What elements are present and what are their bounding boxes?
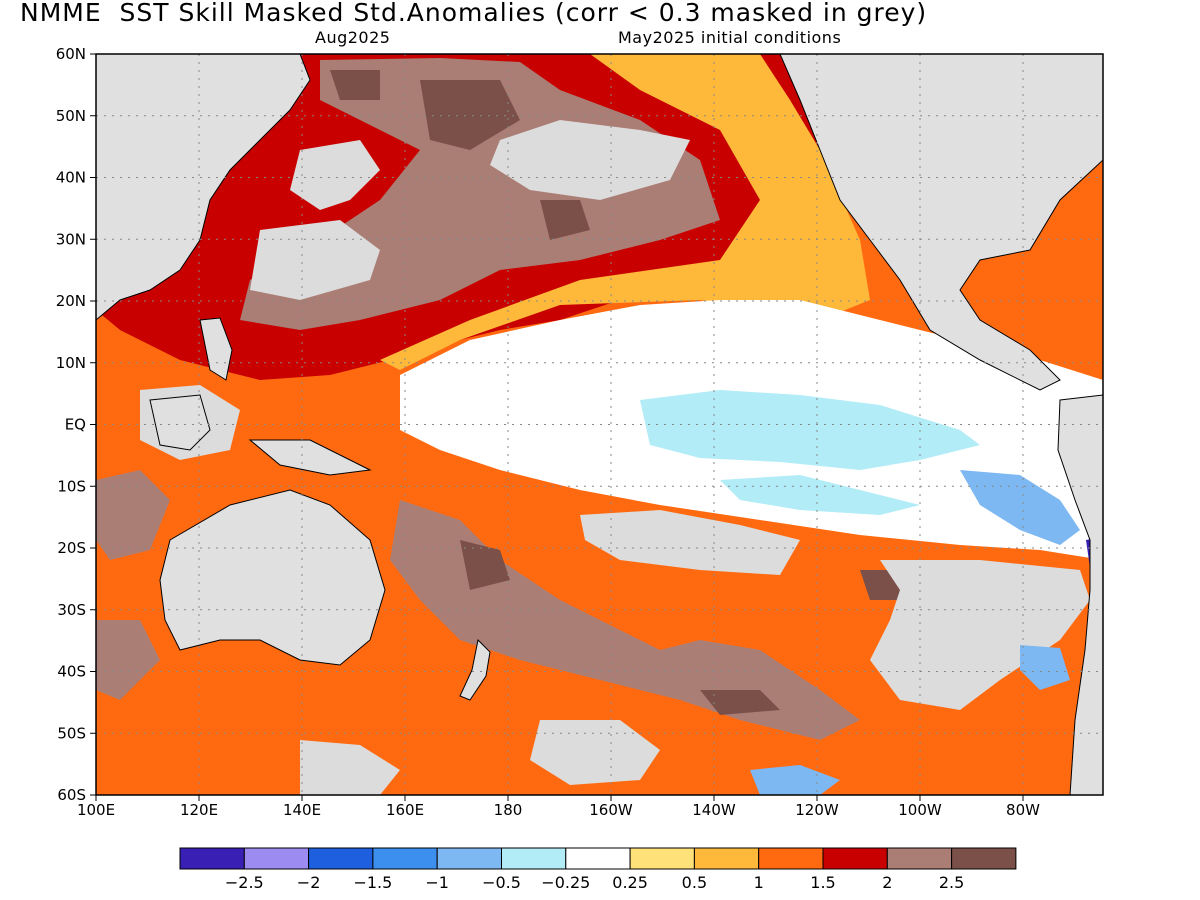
forecast-month: Aug2025 [315,28,391,47]
colorbar-swatch [179,847,245,870]
eastern-pacific-blue-region [960,470,1080,545]
lat-tick-label: 60S [57,786,86,804]
new-zealand-land [459,638,491,701]
lat-tick-label: 50S [57,724,86,742]
colorbar-swatch [886,847,953,870]
lat-tick-label: 20N [56,292,86,310]
new-guinea-land [248,439,372,476]
south-light-blue-patch [750,645,1070,795]
colorbar-label: 2.5 [939,873,964,892]
lat-tick-label: 40S [57,663,86,681]
colorbar-label: −2 [297,873,321,892]
chart-title: NMME SST Skill Masked Std.Anomalies (cor… [20,0,928,27]
lon-tick-label: 140W [692,801,736,819]
lon-tick-label: 100E [77,801,115,819]
south-america-land [1057,394,1103,795]
asia-land [96,54,311,321]
colorbar-swatch [951,847,1017,870]
lat-tick-label: 50N [56,107,86,125]
lat-tick-label: 10S [57,477,86,495]
colorbar-label: −0.25 [541,873,590,892]
colorbar-swatch [822,847,888,870]
colorbar-label: 0.5 [682,873,707,892]
north-america-land [779,54,1103,391]
lon-tick-label: 100W [898,801,942,819]
lon-tick-label: 180 [494,801,523,819]
colorbar-label: −1.5 [353,873,392,892]
latitude-axis: 60N 50N 40N 30N 20N 10N EQ 10S 20S 30S 40S 50S 60S [56,45,96,804]
north-pacific-dark-brown-region [330,70,590,240]
colorbar-label: 0.25 [612,873,648,892]
colorbar-swatch [629,847,695,870]
colorbar-swatch [308,847,374,870]
lon-tick-label: 80W [1006,801,1040,819]
colorbar: −2.5 −2 −1.5 −1 −0.5 −0.25 0.25 0.5 1 1.5 2 2.5 [179,847,1017,892]
colorbar-swatch [372,847,438,870]
lat-tick-label: 30S [57,601,86,619]
lon-tick-label: 140E [283,801,321,819]
north-warm-band [380,54,870,370]
south-mask-patch-east [580,510,1090,710]
longitude-axis: 100E 120E 140E 160E 180 160W 140W 120W 100W 80W [77,795,1040,819]
lon-tick-label: 160E [386,801,424,819]
colorbar-label: −0.5 [482,873,521,892]
eastern-pacific-light-blue-region [640,390,980,515]
colorbar-label: −1 [425,873,449,892]
map-field [96,54,1103,795]
lat-tick-label: 10N [56,354,86,372]
colorbar-swatch [565,847,631,870]
colorbar-swatch [693,847,760,870]
initial-conditions: May2025 initial conditions [618,28,842,47]
colorbar-label: 1 [754,873,764,892]
gridlines [96,54,1103,795]
lon-tick-label: 120W [795,801,839,819]
north-mask-patch [490,120,690,200]
lon-tick-label: 160W [589,801,633,819]
lon-tick-label: 120E [180,801,218,819]
colorbar-swatch [436,847,503,870]
western-brown-region [96,470,170,700]
colorbar-swatch [501,847,567,870]
south-mask-patch-central [300,720,660,795]
colorbar-label: 2 [882,873,892,892]
colorbar-label: 1.5 [810,873,835,892]
lat-tick-label: 20S [57,539,86,557]
lat-tick-label: EQ [65,416,86,434]
north-mask-patch-west [250,140,380,300]
borneo-land [149,394,211,451]
colorbar-swatch [758,847,824,870]
lat-tick-label: 60N [56,45,86,63]
australia-land [159,489,386,666]
colorbar-label: −2.5 [225,873,264,892]
lat-tick-label: 30N [56,230,86,248]
philippines-land [199,317,233,381]
south-pacific-brown-region [390,500,860,740]
lat-tick-label: 40N [56,169,86,187]
colorbar-swatch [243,847,310,870]
